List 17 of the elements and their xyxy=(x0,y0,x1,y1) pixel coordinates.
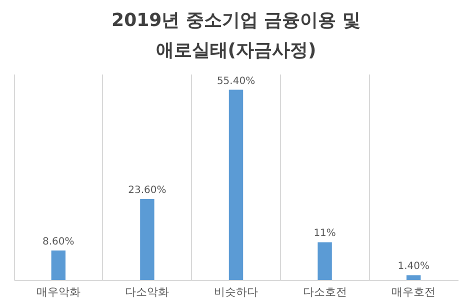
x-tick-label: 매우악화 xyxy=(36,286,80,298)
bar xyxy=(228,90,244,280)
bar xyxy=(140,198,154,280)
x-tick-label: 비슷하다 xyxy=(214,286,258,298)
data-label: 23.60% xyxy=(128,184,166,196)
bar xyxy=(318,242,332,280)
text: 2019년 중소기업 금융이용 및 xyxy=(112,10,360,31)
x-tick-label: 다소악화 xyxy=(125,286,170,298)
data-label: 1.40% xyxy=(398,261,430,272)
data-label: 55.40% xyxy=(216,76,256,87)
bar xyxy=(51,250,66,280)
data-label: 8.60% xyxy=(42,236,74,248)
text: 애로실태(자금사정) xyxy=(156,40,316,61)
bar xyxy=(406,275,421,280)
x-tick-label: 다소호전 xyxy=(302,286,347,298)
x-tick-label: 매우호전 xyxy=(392,286,436,298)
data-label: 11% xyxy=(314,228,336,240)
